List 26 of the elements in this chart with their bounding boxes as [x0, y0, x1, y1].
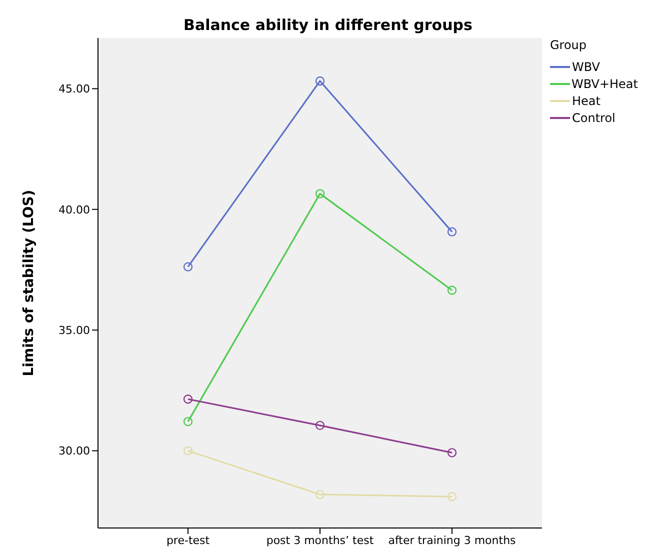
point — [183, 446, 193, 456]
legend-label: Heat — [572, 94, 600, 108]
point — [315, 76, 325, 86]
y-tick-label: 35.00 — [58, 324, 90, 337]
y-tick-label: 30.00 — [58, 444, 90, 458]
x-tick-label: pre-test — [166, 534, 210, 547]
y-tick-label: 40.00 — [58, 203, 90, 216]
x-tick-label: after training 3 months — [388, 534, 516, 547]
point — [315, 490, 325, 500]
point — [183, 262, 193, 272]
y-tick-label: 45.00 — [58, 82, 90, 96]
point — [447, 286, 457, 295]
legend-label: WBV+Heat — [572, 77, 638, 91]
legend-label: Control — [572, 111, 616, 125]
x-tick-label: post 3 months’ test — [266, 534, 374, 547]
legend-title: Group — [550, 38, 588, 52]
point — [183, 394, 193, 404]
point — [183, 416, 193, 426]
point — [447, 448, 457, 458]
point — [447, 492, 457, 502]
point — [315, 420, 325, 430]
y-axis-title: Limits of stability (LOS) — [20, 190, 37, 376]
chart-title: Balance ability in different groups — [184, 16, 473, 34]
point — [315, 189, 325, 198]
legend-label: WBV — [572, 60, 600, 74]
point — [447, 227, 457, 236]
